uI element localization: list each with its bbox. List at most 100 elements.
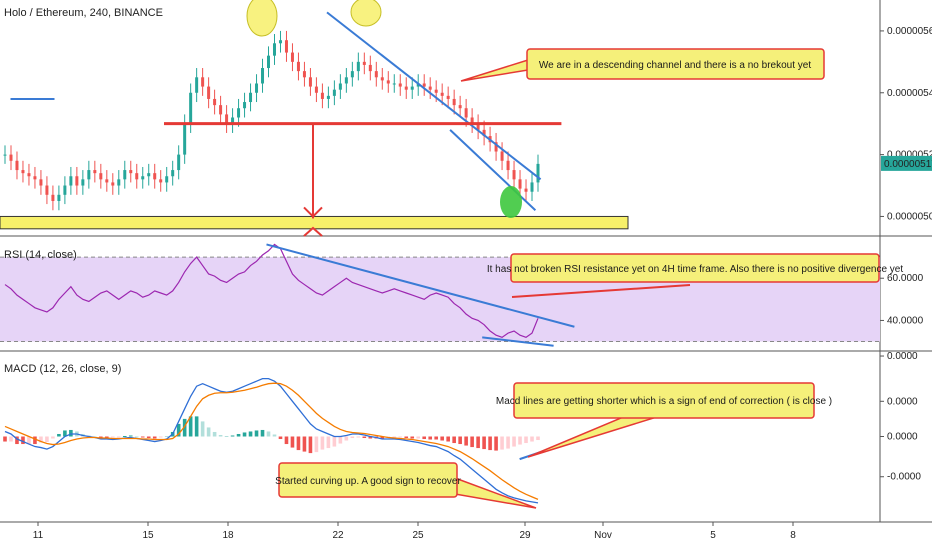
candle-body bbox=[536, 163, 540, 183]
macd-histogram-bar bbox=[9, 436, 13, 442]
chart-title: Holo / Ethereum, 240, BINANCE bbox=[4, 7, 163, 19]
time-tick-label: 22 bbox=[332, 530, 344, 541]
candle-body bbox=[147, 173, 151, 177]
candle-body bbox=[356, 61, 360, 72]
candle-body bbox=[93, 170, 97, 174]
macd-histogram-bar bbox=[524, 436, 528, 444]
macd-histogram-bar bbox=[392, 436, 397, 438]
macd-histogram-bar bbox=[39, 436, 43, 443]
macd-histogram-bar bbox=[248, 431, 253, 437]
macd-histogram-bar bbox=[410, 436, 415, 439]
candle-body bbox=[51, 194, 55, 201]
candle-body bbox=[296, 61, 300, 72]
macd-histogram-bar bbox=[206, 427, 211, 437]
macd-histogram-bar bbox=[320, 436, 325, 450]
candle-body bbox=[422, 83, 426, 87]
candle-body bbox=[15, 160, 19, 171]
candle-body bbox=[272, 43, 276, 56]
bottom-highlight bbox=[500, 186, 522, 218]
macd-histogram-bar bbox=[350, 436, 355, 439]
candle-body bbox=[201, 77, 205, 87]
rsi-tick-label: 40.0000 bbox=[887, 315, 924, 326]
macd-histogram-bar bbox=[27, 436, 31, 445]
candle-body bbox=[177, 154, 181, 171]
time-tick-label: 5 bbox=[710, 530, 716, 541]
macd-histogram-bar bbox=[452, 436, 456, 444]
candle-body bbox=[105, 179, 109, 183]
macd-histogram-bar bbox=[110, 436, 115, 438]
candle-body bbox=[314, 86, 318, 93]
macd-histogram-bar bbox=[45, 436, 49, 443]
candle-body bbox=[458, 105, 462, 109]
candle-body bbox=[99, 173, 103, 180]
top-highlight-left bbox=[246, 0, 278, 37]
candle-body bbox=[81, 179, 85, 186]
macd-histogram-bar bbox=[33, 436, 37, 445]
candle-body bbox=[27, 173, 31, 177]
candle-body bbox=[261, 68, 265, 84]
candle-body bbox=[243, 102, 247, 109]
macd-histogram-bar bbox=[266, 431, 271, 437]
macd-callout-text: Macd lines are getting shorter which is … bbox=[496, 396, 832, 407]
candle-body bbox=[332, 89, 336, 96]
candle-body bbox=[111, 182, 115, 186]
macd-histogram-bar bbox=[140, 436, 145, 438]
macd-histogram-bar bbox=[326, 436, 331, 449]
rsi-title: RSI (14, close) bbox=[4, 249, 77, 261]
macd-histogram-bar bbox=[134, 436, 139, 438]
candle-body bbox=[326, 95, 330, 99]
rsi-support-line bbox=[482, 336, 554, 347]
macd-histogram-bar bbox=[302, 436, 307, 452]
macd-histogram-bar bbox=[105, 436, 109, 438]
macd-histogram-bar bbox=[500, 436, 504, 450]
macd-histogram-bar bbox=[63, 430, 67, 437]
candle-body bbox=[141, 176, 145, 180]
candle-body bbox=[153, 173, 157, 180]
candle-body bbox=[249, 92, 253, 103]
candle-body bbox=[207, 86, 211, 99]
time-tick-label: 29 bbox=[519, 530, 531, 541]
time-tick-label: 25 bbox=[412, 530, 424, 541]
candle-body bbox=[183, 123, 187, 155]
candle-body bbox=[231, 117, 235, 124]
candle-body bbox=[320, 92, 324, 99]
macd-histogram-bar bbox=[212, 431, 217, 437]
macd-histogram-bar bbox=[494, 436, 498, 451]
candle-body bbox=[225, 114, 229, 124]
candle-body bbox=[63, 185, 67, 195]
recover-callout-box bbox=[278, 462, 458, 498]
candle-body bbox=[506, 160, 510, 171]
recover-callout-text: Started curving up. A good sign to recov… bbox=[275, 476, 461, 487]
macd-histogram-bar bbox=[284, 436, 289, 445]
candle-body bbox=[362, 61, 366, 65]
macd-tick-label: 0.0000 bbox=[887, 396, 918, 407]
candle-body bbox=[87, 170, 91, 180]
macd-histogram-bar bbox=[518, 436, 522, 445]
candle-body bbox=[446, 95, 450, 99]
last-price-badge bbox=[881, 155, 932, 171]
candle-body bbox=[344, 77, 348, 84]
rsi-callout-box bbox=[510, 253, 880, 283]
macd-histogram-bar bbox=[254, 430, 259, 437]
candle-body bbox=[380, 77, 384, 81]
candle-body bbox=[302, 71, 306, 78]
macd-histogram-bar bbox=[164, 435, 169, 437]
candle-body bbox=[428, 86, 432, 90]
candle-body bbox=[350, 71, 354, 78]
macd-histogram-bar bbox=[356, 436, 361, 438]
macd-histogram-bar bbox=[99, 436, 103, 438]
rsi-resistance-line bbox=[266, 243, 575, 328]
macd-histogram-bar bbox=[380, 436, 385, 440]
macd-histogram-bar bbox=[398, 436, 403, 438]
candle-body bbox=[440, 92, 444, 96]
time-tick-label: 11 bbox=[33, 530, 44, 541]
macd-histogram-bar bbox=[536, 436, 540, 441]
candle-body bbox=[129, 170, 133, 174]
signal-line bbox=[4, 382, 539, 500]
candle-body bbox=[75, 176, 79, 186]
target-arrow-tail bbox=[303, 226, 323, 237]
callout-box bbox=[526, 48, 825, 80]
